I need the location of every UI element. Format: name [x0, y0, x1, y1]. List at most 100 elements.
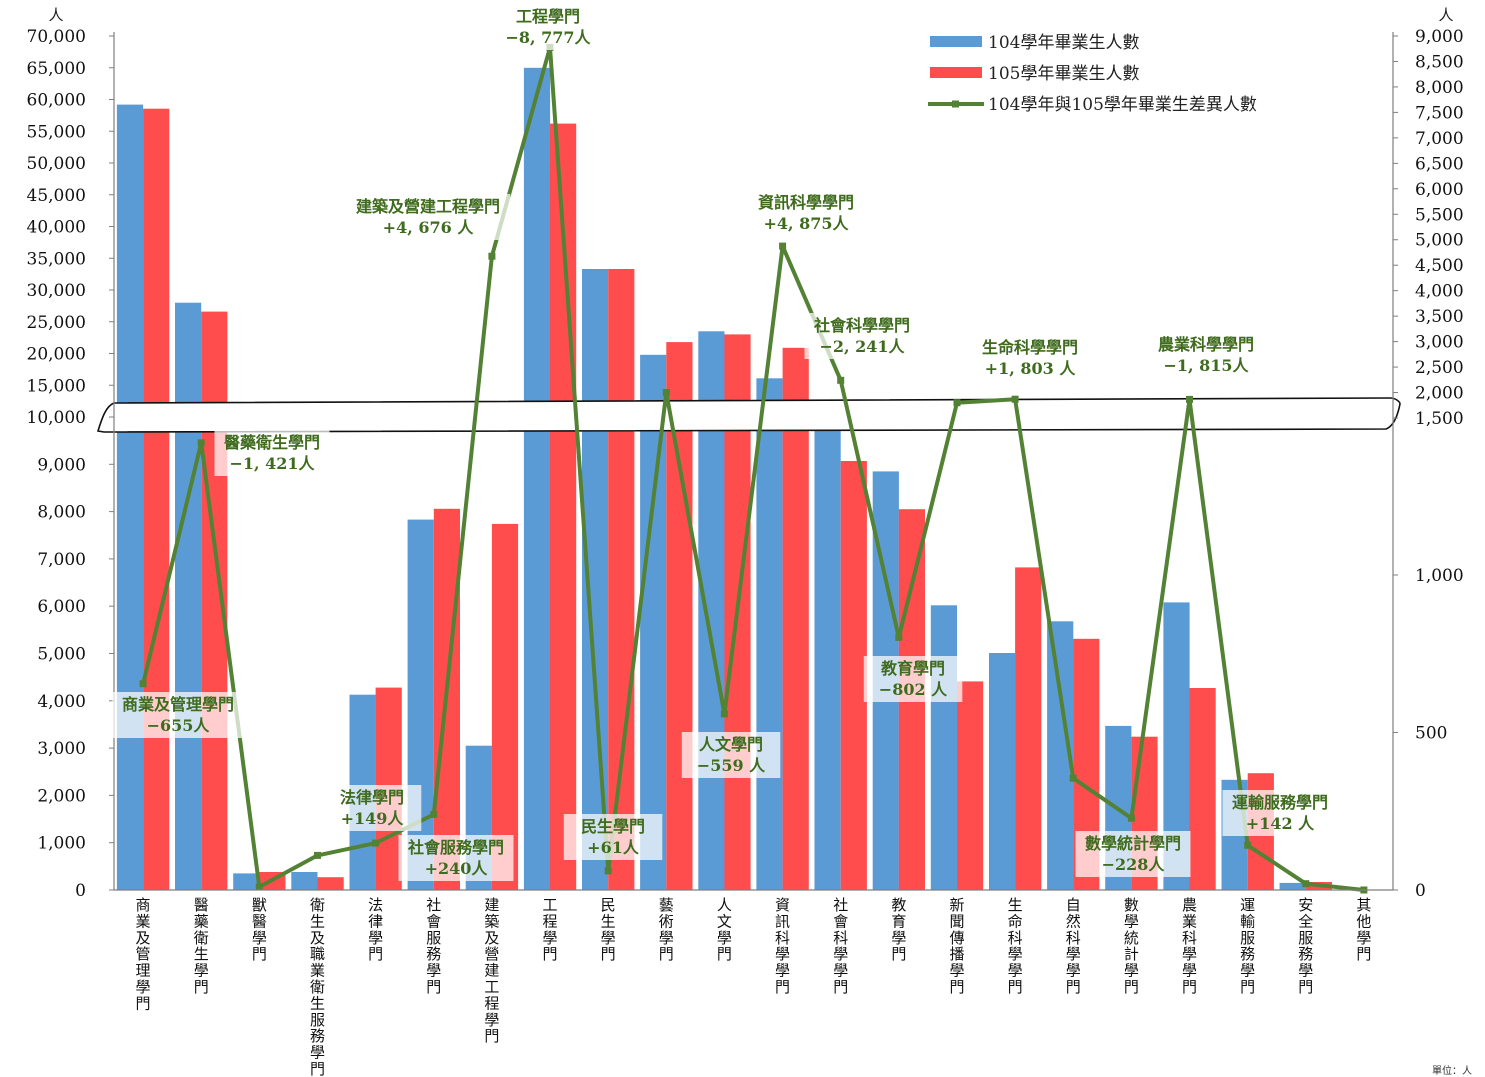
annotation-box-0 [112, 692, 244, 738]
right-tick-label-14: 7,000 [1415, 129, 1464, 149]
annotation-value-3: +240人 [425, 859, 489, 878]
left-tick-label-22: 70,000 [27, 27, 86, 47]
difference-point-16 [1069, 774, 1077, 782]
left-tick-label-4: 4,000 [37, 692, 86, 712]
left-tick-label-10: 10,000 [27, 408, 86, 428]
left-tick-label-9: 9,000 [37, 455, 86, 475]
annotation-title-12: 數學統計學門 [1085, 834, 1181, 853]
x-category-label-18: 農業科學學門 [1182, 896, 1197, 996]
annotation-value-6: +61人 [587, 838, 640, 857]
bar-104-7 [523, 67, 551, 891]
annotation-title-4: 建築及營建工程學門 [356, 197, 500, 216]
right-tick-label-15: 7,500 [1415, 103, 1464, 123]
annotation-value-9: −2, 241人 [819, 337, 905, 356]
difference-point-11 [779, 242, 787, 250]
legend-label-1: 105學年畢業生人數 [988, 64, 1139, 84]
difference-point-1 [197, 439, 205, 447]
right-tick-label-3: 1,500 [1415, 409, 1464, 429]
annotation-value-8: +4, 875人 [763, 214, 849, 233]
x-category-label-2: 獸醫學門 [252, 896, 267, 963]
left-tick-label-6: 6,000 [37, 597, 86, 617]
right-tick-label-5: 2,500 [1415, 358, 1464, 378]
difference-point-0 [139, 680, 147, 688]
x-category-label-20: 安全服務學門 [1298, 896, 1313, 996]
bar-104-2 [233, 873, 260, 890]
left-tick-label-0: 0 [75, 881, 86, 901]
x-category-label-17: 數學統計學門 [1124, 896, 1139, 996]
annotation-value-12: −228人 [1102, 855, 1166, 874]
x-category-label-10: 人文學門 [717, 896, 732, 963]
right-tick-label-1: 500 [1415, 724, 1447, 744]
annotation-box-5 [498, 4, 598, 50]
left-axis-unit: 人 [48, 6, 63, 24]
legend-marker-2 [952, 100, 959, 108]
bar-105-8 [608, 269, 635, 890]
right-tick-label-8: 4,000 [1415, 282, 1464, 302]
legend-swatch-1 [930, 67, 982, 78]
right-tick-label-11: 5,500 [1415, 205, 1464, 225]
annotation-title-6: 民生學門 [581, 817, 645, 836]
right-tick-label-18: 9,000 [1415, 27, 1464, 47]
left-tick-label-2: 2,000 [37, 786, 86, 806]
difference-point-18 [1186, 395, 1193, 403]
right-tick-label-13: 6,500 [1415, 154, 1464, 174]
annotation-value-4: +4, 676 人 [383, 218, 475, 237]
annotation-value-13: −1, 815人 [1163, 356, 1249, 375]
left-tick-label-13: 25,000 [27, 313, 86, 333]
left-tick-label-19: 55,000 [27, 122, 86, 142]
annotation-title-9: 社會科學學門 [813, 316, 910, 335]
bar-104-0 [116, 104, 144, 891]
bar-105-15 [1015, 567, 1042, 890]
annotation-title-13: 農業科學學門 [1158, 335, 1254, 354]
bar-104-11 [756, 378, 783, 890]
difference-point-8 [604, 867, 612, 875]
legend-label-0: 104學年畢業生人數 [988, 33, 1139, 53]
x-category-label-4: 法律學門 [368, 896, 383, 963]
x-category-label-6: 建築及營建工程學門 [484, 896, 499, 1045]
x-category-label-13: 教育學門 [891, 896, 906, 963]
axes-layer: 0 1,000 2,000 3,000 4,000 5,000 6,000 7,000 8,00… [27, 6, 1472, 1077]
right-tick-label-9: 4,500 [1415, 256, 1464, 276]
legend-swatch-0 [930, 36, 982, 47]
bar-104-20 [1279, 882, 1306, 890]
annotation-value-5: −8, 777人 [505, 28, 591, 47]
annotation-box-1 [214, 430, 330, 476]
annotation-title-10: 教育學門 [881, 659, 945, 678]
bar-104-14 [930, 605, 957, 890]
annotation-title-5: 工程學門 [516, 7, 580, 26]
left-tick-label-21: 65,000 [27, 59, 86, 79]
annotation-value-10: −802 人 [879, 680, 948, 699]
bar-104-15 [989, 653, 1016, 890]
bar-105-11 [782, 347, 809, 890]
annotation-value-14: +142 人 [1246, 814, 1315, 833]
annotation-box-9 [804, 313, 920, 359]
annotation-box-7 [681, 732, 781, 778]
annotation-box-2 [322, 785, 422, 831]
bar-104-1 [175, 302, 202, 890]
left-tick-label-18: 50,000 [27, 154, 86, 174]
right-tick-label-7: 3,500 [1415, 307, 1464, 327]
annotation-box-8 [748, 190, 864, 236]
left-tick-label-16: 40,000 [27, 218, 86, 238]
bar-104-3 [291, 872, 318, 890]
difference-point-4 [372, 839, 380, 847]
axis-break-band [96, 397, 1401, 433]
difference-point-19 [1244, 841, 1252, 849]
annotation-box-12 [1075, 831, 1191, 877]
left-tick-label-3: 3,000 [37, 739, 86, 759]
annotation-title-7: 人文學門 [699, 735, 763, 754]
annotation-title-14: 運輸服務學門 [1232, 793, 1328, 812]
bar-105-14 [957, 681, 984, 890]
x-category-label-3: 衛生及職業衛生服務學門 [310, 896, 325, 1077]
x-category-label-1: 醫藥衛生學門 [194, 896, 209, 996]
right-tick-label-12: 6,000 [1415, 180, 1464, 200]
bar-105-3 [317, 877, 344, 890]
difference-point-2 [255, 883, 263, 891]
right-axis-unit: 人 [1438, 6, 1453, 24]
difference-line [141, 45, 1365, 892]
annotation-box-4 [345, 194, 511, 240]
annotation-title-1: 醫藥衛生學門 [224, 433, 320, 452]
annotation-title-11: 生命科學學門 [982, 338, 1078, 357]
annotation-title-0: 商業及管理學門 [122, 695, 234, 714]
x-category-label-16: 自然科學學門 [1066, 896, 1081, 996]
